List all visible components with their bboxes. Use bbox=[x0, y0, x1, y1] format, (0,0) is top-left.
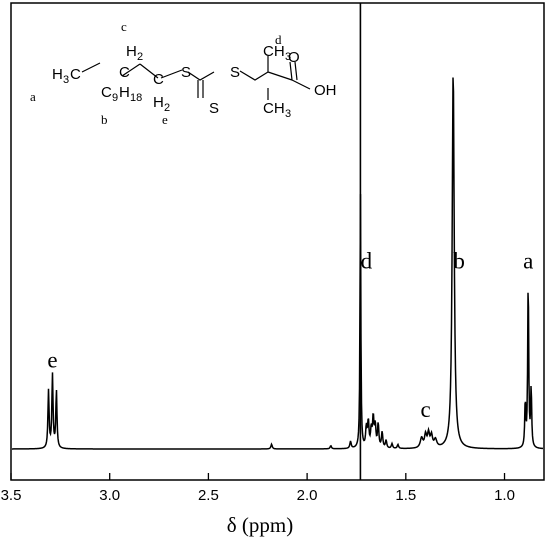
label-c9-sub: 9 bbox=[112, 92, 118, 104]
label-h2-top-sub: 2 bbox=[137, 51, 143, 63]
position-label-b: b bbox=[101, 112, 108, 127]
label-h18-sub: 18 bbox=[130, 92, 142, 104]
x-tick-label: 2.0 bbox=[297, 487, 318, 504]
label-ch3-bot-sub: 3 bbox=[285, 108, 291, 120]
peak-label: e bbox=[47, 348, 57, 373]
position-label-d: d bbox=[275, 32, 282, 47]
position-label-e: e bbox=[162, 112, 168, 127]
label-h2-bot: H bbox=[153, 94, 164, 111]
x-axis-title: δ (ppm) bbox=[227, 513, 293, 537]
structure-bonds bbox=[81, 56, 311, 100]
label-c-top: C bbox=[119, 64, 130, 81]
spectrum-line bbox=[12, 77, 544, 450]
label-s1: S bbox=[181, 64, 191, 81]
peak-label: a bbox=[523, 248, 533, 273]
label-h3c-c: C bbox=[70, 66, 81, 83]
x-tick-label: 2.5 bbox=[198, 487, 219, 504]
x-tick-label: 1.0 bbox=[494, 487, 515, 504]
peak-label: d bbox=[361, 248, 373, 273]
peak-label: b bbox=[453, 248, 465, 273]
label-s2: S bbox=[230, 64, 240, 81]
x-axis-ticks: 3.5 3.0 2.5 2.0 1.5 1.0 bbox=[1, 473, 515, 504]
label-h2-bot-sub: 2 bbox=[164, 102, 170, 114]
label-h18: H bbox=[119, 84, 130, 101]
label-o: O bbox=[288, 49, 300, 66]
peak-labels: e d c b a bbox=[47, 248, 533, 422]
label-c-bot: C bbox=[153, 71, 164, 88]
plot-frame bbox=[10, 2, 545, 481]
label-h2-top: H bbox=[126, 43, 137, 60]
chemical-structure: H 3 C C 9 H 18 H 2 C C H 2 S S S CH 3 CH… bbox=[30, 19, 337, 127]
label-s3: S bbox=[209, 100, 219, 117]
x-tick-label: 3.0 bbox=[99, 487, 120, 504]
label-ch3-top: CH bbox=[263, 43, 285, 60]
x-tick-label: 1.5 bbox=[395, 487, 416, 504]
label-ch3-top-sub: 3 bbox=[285, 51, 291, 63]
label-h3c-sub: 3 bbox=[63, 74, 69, 86]
label-ch3-bot: CH bbox=[263, 100, 285, 117]
label-h3c-h: H bbox=[52, 66, 63, 83]
position-label-a: a bbox=[30, 89, 36, 104]
x-tick-label: 3.5 bbox=[1, 487, 22, 504]
label-c9: C bbox=[101, 84, 112, 101]
position-label-c: c bbox=[121, 19, 127, 34]
label-oh: OH bbox=[314, 82, 337, 99]
peak-label: c bbox=[420, 397, 430, 422]
